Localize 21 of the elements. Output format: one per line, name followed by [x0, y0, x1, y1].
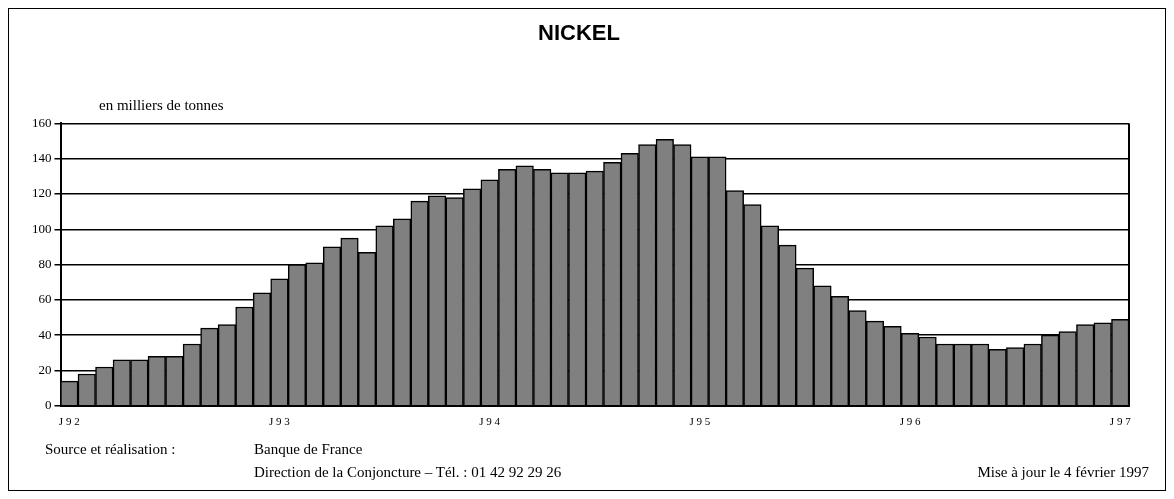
y-axis-title: en milliers de tonnes	[99, 97, 224, 114]
text: Direction de la Conjoncture – Tél. : 01 42 92 29 26	[254, 464, 562, 481]
y-tick-label: 0	[45, 397, 52, 413]
y-tick-label: 80	[38, 256, 52, 272]
y-tick-label: 160	[32, 114, 52, 130]
x-tick-label: J 9 3	[269, 415, 291, 428]
y-tick-label: 40	[38, 326, 52, 342]
y-tick-label: 120	[32, 185, 52, 201]
text: Banque de France	[254, 441, 363, 458]
y-tick-label: 60	[38, 291, 52, 307]
y-tick-label: 20	[38, 361, 52, 377]
x-tick-label: J 9 2	[58, 415, 80, 428]
text: Mise à jour le 4 février 1997	[977, 464, 1149, 481]
y-tick-label: 100	[32, 220, 52, 236]
y-tick-label: 140	[32, 150, 52, 166]
chart-title: NICKEL	[538, 20, 620, 46]
source-note: Source et réalisation :	[45, 441, 176, 458]
x-tick-label: J 9 7	[1109, 415, 1132, 428]
x-tick-label: J 9 5	[689, 415, 711, 428]
x-tick-label: J 9 6	[899, 415, 921, 428]
x-tick-label: J 9 4	[479, 415, 501, 428]
